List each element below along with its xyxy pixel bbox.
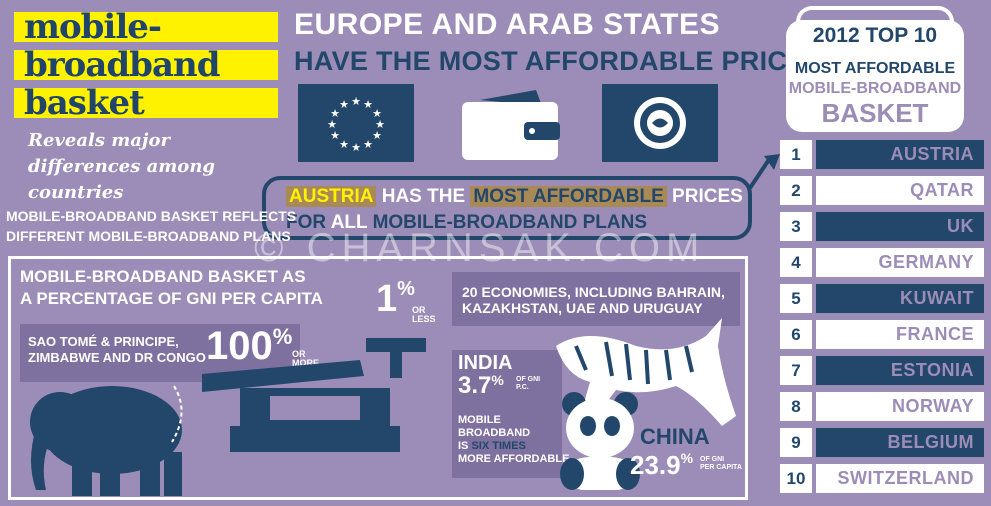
- rank-number: 10: [780, 464, 812, 493]
- title-highlight: [14, 12, 278, 42]
- svg-text:★: ★: [339, 98, 349, 111]
- rank-country: ESTONIA: [816, 356, 984, 385]
- svg-text:★: ★: [363, 98, 373, 111]
- rank-number: 9: [780, 428, 812, 457]
- gni-panel: [8, 256, 748, 500]
- svg-text:★: ★: [330, 107, 340, 120]
- india-band: [452, 350, 562, 478]
- india-note: MOBILE BROADBAND IS SIX TIMES MORE AFFOR…: [458, 414, 570, 465]
- austria-callout-box: [262, 176, 752, 240]
- austria-name: AUSTRIA: [286, 186, 377, 207]
- rank-number: 6: [780, 320, 812, 349]
- rank-number: 4: [780, 248, 812, 277]
- china-value: 23.9%: [630, 450, 694, 480]
- rank-country: QATAR: [816, 176, 984, 205]
- subtitle: Reveals major differences among countrie…: [28, 130, 215, 203]
- rank-number: 2: [780, 176, 812, 205]
- rank-number: 5: [780, 284, 812, 313]
- svg-text:★: ★: [363, 138, 373, 151]
- rank-country: AUSTRIA: [816, 140, 984, 169]
- rank-country: NORWAY: [816, 392, 984, 421]
- low-countries-band: [452, 272, 740, 326]
- title-line-3: basket: [24, 83, 145, 123]
- rank-number: 3: [780, 212, 812, 241]
- wallet-icon: [458, 84, 562, 162]
- india-value: 3.7%: [458, 372, 504, 399]
- india-name: INDIA: [458, 352, 513, 374]
- title-highlight: [14, 88, 278, 118]
- top10-subtitle-3: BASKET: [821, 98, 929, 128]
- rank-country: FRANCE: [816, 320, 984, 349]
- panda-icon: [556, 388, 648, 492]
- austria-callout-line-2: FOR ALL MOBILE-BROADBAND PLANS: [286, 212, 647, 233]
- india-tag: OF GNI P.C.: [516, 376, 541, 391]
- svg-text:★: ★: [375, 118, 385, 131]
- arab-league-emblem-icon: [602, 84, 718, 162]
- svg-text:★: ★: [372, 129, 382, 142]
- low-countries: 20 ECONOMIES, INCLUDING BAHRAIN, KAZAKHS…: [462, 284, 725, 316]
- top10-header-box: [786, 20, 964, 132]
- low-tag: OR LESS: [412, 305, 436, 324]
- top10-subtitle-1: MOST AFFORDABLE: [794, 60, 956, 77]
- china-name: CHINA: [640, 424, 710, 449]
- top10-subtitle-2: MOBILE-BROADBAND: [788, 80, 962, 97]
- headline-line-1: EUROPE AND ARAB STATES: [294, 8, 721, 41]
- eu-flag-icon: ★ ★ ★ ★ ★ ★ ★ ★ ★ ★ ★ ★: [298, 84, 414, 162]
- svg-text:★: ★: [351, 141, 361, 154]
- svg-text:★: ★: [327, 118, 337, 131]
- rank-number: 7: [780, 356, 812, 385]
- rank-country: BELGIUM: [816, 428, 984, 457]
- elephant-icon: [22, 372, 194, 498]
- rank-country: KUWAIT: [816, 284, 984, 313]
- high-value: 100%: [206, 324, 293, 368]
- rank-number: 1: [780, 140, 812, 169]
- top10-title: 2012 TOP 10: [812, 24, 938, 47]
- svg-text:★: ★: [372, 107, 382, 120]
- title-line-1: mobile-: [24, 7, 162, 47]
- low-value: 1%: [376, 278, 415, 320]
- svg-text:★: ★: [351, 95, 361, 108]
- headline-line-2: HAVE THE MOST AFFORDABLE PRICES: [294, 46, 824, 76]
- austria-callout-line-1: AUSTRIA HAS THE MOST AFFORDABLE PRICES: [286, 186, 743, 208]
- arrow-icon: [748, 150, 788, 190]
- rank-number: 8: [780, 392, 812, 421]
- rank-country: GERMANY: [816, 248, 984, 277]
- watermark: © CHARNSAK.COM: [254, 226, 706, 270]
- high-countries: SAO TOMÉ & PRINCIPE, ZIMBABWE AND DR CON…: [28, 334, 206, 365]
- svg-text:★: ★: [330, 129, 340, 142]
- china-tag: OF GNI PER CAPITA: [700, 456, 742, 471]
- svg-text:★: ★: [339, 138, 349, 151]
- scale-icon: [200, 330, 440, 456]
- title-highlight: [14, 50, 278, 80]
- reflects-note: MOBILE-BROADBAND BASKET REFLECTS DIFFERE…: [6, 208, 297, 244]
- title-line-2: broadband: [24, 45, 220, 85]
- gni-title: MOBILE-BROADBAND BASKET AS A PERCENTAGE …: [20, 267, 323, 308]
- rank-country: SWITZERLAND: [816, 464, 984, 493]
- high-tag: OR MORE: [292, 349, 319, 368]
- rank-country: UK: [816, 212, 984, 241]
